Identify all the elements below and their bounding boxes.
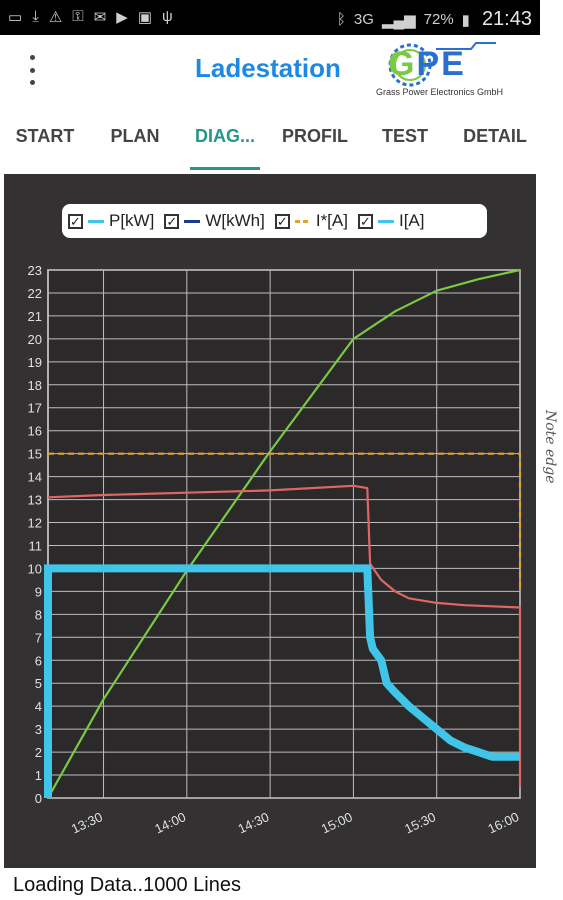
y-tick-label: 13 [28, 493, 42, 508]
y-tick-label: 4 [35, 699, 42, 714]
y-tick-label: 12 [28, 516, 42, 531]
series-line-ia [47, 484, 522, 787]
download-icon: ⤓ [32, 8, 39, 25]
edge-panel[interactable]: Note edge [540, 0, 563, 900]
usb-icon: ψ [162, 8, 173, 25]
y-tick-label: 10 [28, 561, 42, 576]
legend-checkbox-i-star[interactable]: ✓ [274, 213, 290, 229]
tab-plan[interactable]: PLAN [110, 125, 160, 146]
battery-percent: 72% [423, 11, 454, 28]
series-line-wkwh [47, 268, 521, 799]
legend-label-p: P[kW] [109, 211, 155, 230]
tab-detail[interactable]: DETAIL [463, 125, 527, 146]
youtube-icon: ▶ [116, 9, 128, 26]
line-chart[interactable]: 0123456789101112131415161718192021222313… [4, 174, 536, 868]
logo-subtitle: Grass Power Electronics GmbH [376, 87, 504, 97]
y-tick-label: 15 [28, 447, 42, 462]
logo-graphic [388, 42, 496, 87]
legend-swatch-i [377, 219, 394, 223]
clock: 21:43 [481, 8, 532, 30]
logo-text: GPE [388, 45, 466, 83]
app-bar: Ladestation GPE Grass Power Electronics … [0, 35, 540, 102]
legend-label-i-star: I*[A] [315, 211, 348, 230]
x-tick-label: 13:30 [69, 809, 105, 836]
x-tick-label: 14:00 [152, 809, 188, 836]
signal-icon: ▂▄▆ [381, 11, 416, 29]
warning-icon: ⚠ [48, 9, 63, 26]
status-bar: ▭ ⤓ ⚠ ⚿ ✉ ▶ ▣ ψ ᛒ 3G ▂▄▆ 72% ▮ 21:43 [0, 0, 540, 35]
bluetooth-icon: ᛒ [336, 11, 346, 28]
legend-item-p[interactable]: ✓ P[kW] [68, 211, 154, 231]
y-tick-label: 19 [28, 355, 42, 370]
x-tick-label: 16:00 [485, 809, 521, 836]
system-icons: ᛒ 3G ▂▄▆ 72% ▮ 21:43 [337, 8, 532, 31]
legend-label-w: W[kWh] [205, 211, 265, 230]
y-tick-label: 9 [35, 584, 42, 599]
edge-note-label: Note edge [542, 410, 558, 484]
message-icon: ▭ [8, 9, 23, 26]
legend-item-i[interactable]: ✓ I[A] [357, 211, 425, 231]
y-tick-label: 21 [28, 309, 42, 324]
tab-diagram[interactable]: DIAG... [180, 102, 270, 170]
tab-profil[interactable]: PROFIL [282, 125, 348, 146]
series-line-pkw [44, 564, 520, 798]
plot-area [47, 269, 521, 799]
y-tick-label: 14 [28, 470, 42, 485]
legend-swatch-w [184, 219, 201, 223]
key-icon: ⚿ [72, 8, 84, 25]
legend-item-i-star[interactable]: ✓ I*[A] [274, 211, 348, 231]
y-tick-label: 23 [28, 263, 42, 278]
chart-legend: ✓ P[kW] ✓ W[kWh] ✓ I*[A] ✓ I[A] [62, 204, 487, 238]
y-tick-label: 6 [35, 653, 42, 668]
gpe-logo: GPE Grass Power Electronics GmbH [376, 39, 536, 99]
network-type: 3G [353, 11, 374, 28]
overflow-menu-icon[interactable] [22, 55, 42, 85]
legend-label-i: I[A] [398, 211, 425, 230]
legend-swatch-p [88, 219, 104, 223]
legend-checkbox-p[interactable]: ✓ [68, 213, 83, 229]
series-line-i-stara [48, 452, 522, 592]
y-tick-label: 1 [35, 768, 42, 783]
y-tick-label: 5 [35, 676, 42, 691]
loading-status: Loading Data..1000 Lines [0, 870, 540, 900]
mail-icon: ✉ [93, 9, 107, 26]
y-tick-label: 2 [35, 745, 42, 760]
x-tick-label: 15:30 [402, 809, 438, 836]
y-tick-label: 20 [28, 332, 42, 347]
tab-start[interactable]: START [15, 125, 75, 146]
tab-test[interactable]: TEST [381, 125, 428, 146]
notification-icons: ▭ ⤓ ⚠ ⚿ ✉ ▶ ▣ ψ [8, 8, 173, 26]
tab-bar: START PLAN DIAG... PROFIL TEST DETAIL [0, 102, 540, 170]
legend-item-w[interactable]: ✓ W[kWh] [164, 211, 265, 231]
y-tick-label: 22 [28, 286, 42, 301]
y-tick-label: 16 [28, 424, 42, 439]
y-tick-label: 3 [35, 722, 42, 737]
y-tick-label: 7 [35, 630, 42, 645]
y-tick-label: 8 [35, 607, 42, 622]
battery-saver-icon: ▣ [137, 9, 153, 26]
y-tick-label: 11 [29, 538, 43, 553]
y-tick-label: 17 [28, 401, 42, 416]
x-tick-label: 15:00 [319, 809, 355, 836]
y-tick-label: 18 [28, 378, 42, 393]
app-title: Ladestation [195, 53, 341, 83]
y-tick-label: 0 [35, 791, 42, 806]
legend-checkbox-i[interactable]: ✓ [357, 213, 373, 229]
battery-icon: ▮ [461, 11, 470, 29]
legend-swatch-i-star [294, 219, 311, 223]
x-tick-label: 14:30 [236, 809, 272, 836]
legend-checkbox-w[interactable]: ✓ [164, 213, 180, 229]
